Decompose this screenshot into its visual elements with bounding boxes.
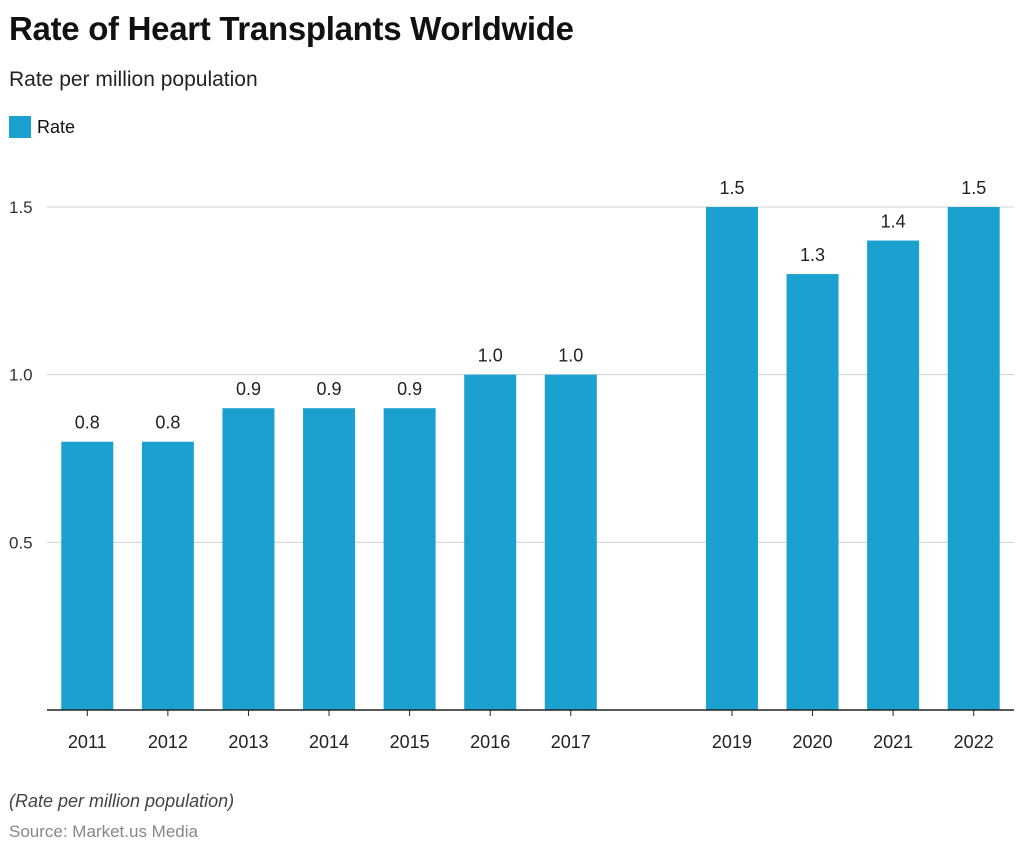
x-tick-label: 2012 <box>148 732 188 752</box>
bar-2015 <box>383 408 436 710</box>
bar-2013 <box>222 408 275 710</box>
data-label: 1.3 <box>800 245 825 265</box>
y-tick-label: 1.5 <box>9 198 33 217</box>
x-tick-label: 2019 <box>712 732 752 752</box>
chart-title: Rate of Heart Transplants Worldwide <box>9 10 574 47</box>
bar-2021 <box>867 240 920 711</box>
data-label: 0.9 <box>317 379 342 399</box>
bar-2016 <box>464 374 517 710</box>
chart-subtitle: Rate per million population <box>9 68 258 91</box>
data-label: 1.0 <box>478 346 503 366</box>
legend-swatch-rate <box>9 116 31 138</box>
y-tick-label: 0.5 <box>9 533 33 552</box>
x-tick-label: 2013 <box>228 732 268 752</box>
x-tick-label: 2016 <box>470 732 510 752</box>
x-tick-label: 2011 <box>68 732 107 752</box>
bar-2012 <box>141 441 194 710</box>
bar-2014 <box>303 408 356 710</box>
legend: Rate <box>9 116 75 138</box>
bar-2020 <box>786 274 839 710</box>
x-tick-label: 2017 <box>551 732 591 752</box>
data-label: 0.8 <box>155 413 180 433</box>
legend-label-rate: Rate <box>37 116 76 137</box>
data-label: 1.5 <box>719 178 744 198</box>
data-label: 0.9 <box>397 379 422 399</box>
bar-2011 <box>61 441 114 710</box>
bar-2022 <box>947 207 1000 710</box>
bar-2019 <box>705 207 758 710</box>
data-label: 0.9 <box>236 379 261 399</box>
y-tick-label: 1.0 <box>9 366 33 385</box>
data-label: 1.5 <box>961 178 986 198</box>
data-label: 0.8 <box>75 413 100 433</box>
x-tick-label: 2020 <box>793 732 833 752</box>
bar-2017 <box>544 374 597 710</box>
source-text: Source: Market.us Media <box>9 822 198 841</box>
data-label: 1.0 <box>558 346 583 366</box>
footnote: (Rate per million population) <box>9 791 235 811</box>
data-label: 1.4 <box>881 212 906 232</box>
x-tick-label: 2015 <box>390 732 430 752</box>
x-tick-label: 2021 <box>873 732 913 752</box>
x-tick-label: 2022 <box>954 732 994 752</box>
x-tick-label: 2014 <box>309 732 349 752</box>
